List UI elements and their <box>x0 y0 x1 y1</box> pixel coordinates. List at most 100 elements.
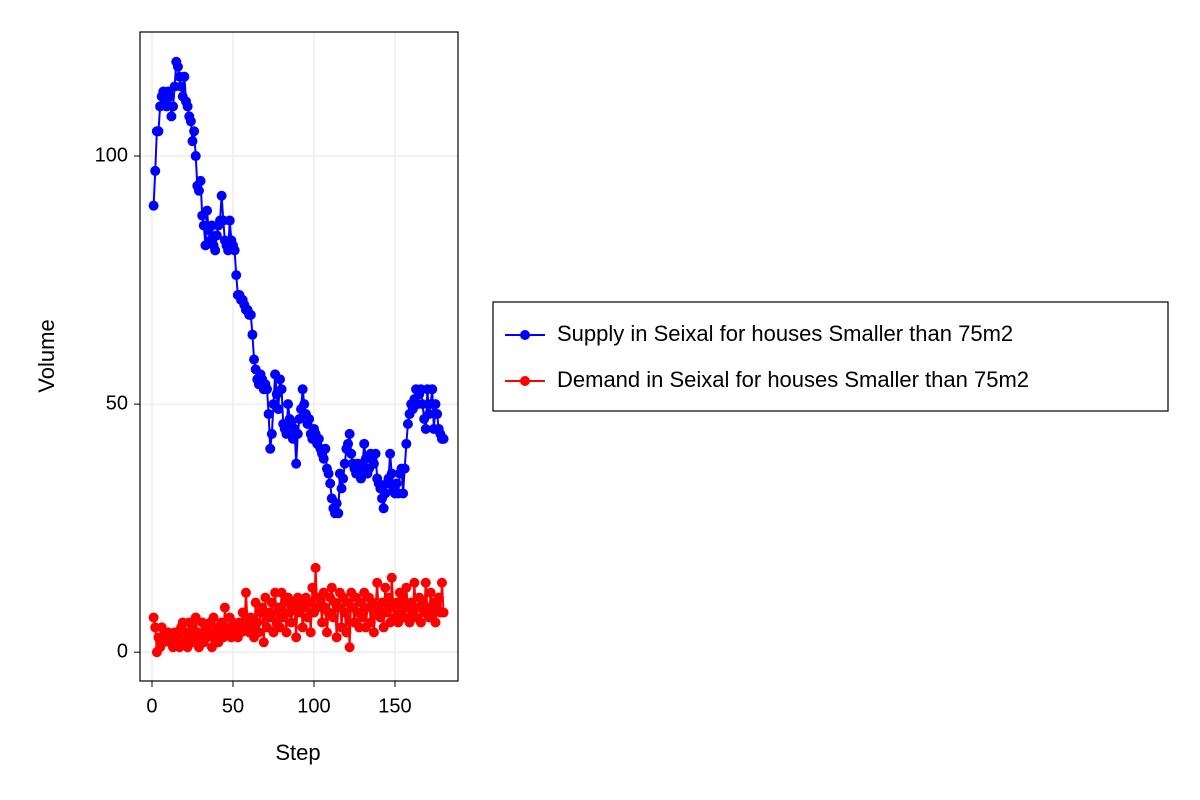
data-point <box>249 354 260 365</box>
data-point <box>283 399 294 410</box>
data-point <box>245 309 256 320</box>
data-point <box>333 508 344 519</box>
data-point <box>253 627 264 638</box>
data-point <box>427 384 438 395</box>
data-point <box>240 587 251 598</box>
data-point <box>179 71 190 82</box>
data-point <box>247 329 258 340</box>
data-point <box>237 607 248 618</box>
data-point <box>195 175 206 186</box>
data-point <box>380 582 391 593</box>
data-point <box>263 409 274 420</box>
data-point <box>265 443 276 454</box>
x-tick-label: 150 <box>378 695 411 717</box>
data-point <box>398 488 409 499</box>
data-point <box>365 617 376 628</box>
data-point <box>372 577 383 588</box>
data-point <box>310 562 321 573</box>
data-point <box>274 374 285 385</box>
data-point <box>185 116 196 127</box>
data-point <box>438 433 449 444</box>
data-point <box>383 592 394 603</box>
legend-marker <box>520 330 530 340</box>
data-point <box>317 617 328 628</box>
data-point <box>304 414 315 425</box>
data-point <box>266 428 277 439</box>
data-point <box>193 185 204 196</box>
data-point <box>417 399 428 410</box>
data-point <box>216 190 227 201</box>
data-point <box>341 627 352 638</box>
data-point <box>281 627 292 638</box>
x-tick-label: 100 <box>297 695 330 717</box>
data-point <box>357 612 368 623</box>
data-point <box>299 399 310 410</box>
x-axis-label: Step <box>275 740 320 765</box>
data-point <box>402 418 413 429</box>
data-point <box>219 602 230 613</box>
data-point <box>398 592 409 603</box>
data-point <box>291 458 302 469</box>
data-point <box>321 627 332 638</box>
data-point <box>409 577 420 588</box>
data-point <box>359 438 370 449</box>
data-point <box>304 597 315 608</box>
data-point <box>326 582 337 593</box>
data-point <box>339 607 350 618</box>
data-point <box>368 458 379 469</box>
series <box>148 562 449 658</box>
data-point <box>202 205 213 216</box>
data-point <box>148 612 159 623</box>
data-point <box>176 81 187 92</box>
data-point <box>344 642 355 653</box>
data-point <box>436 577 447 588</box>
data-point <box>210 245 221 256</box>
data-point <box>432 409 443 420</box>
data-point <box>386 468 397 479</box>
data-point <box>150 165 161 176</box>
data-point <box>172 61 183 72</box>
legend-marker <box>520 376 530 386</box>
data-point <box>297 622 308 633</box>
y-tick-label: 0 <box>117 641 128 663</box>
data-point <box>318 453 329 464</box>
legend-label: Demand in Seixal for houses Smaller than… <box>557 367 1029 392</box>
y-tick-label: 50 <box>106 392 128 414</box>
data-point <box>415 617 426 628</box>
data-point <box>208 612 219 623</box>
data-point <box>325 478 336 489</box>
data-point <box>420 577 431 588</box>
data-point <box>401 438 412 449</box>
data-point <box>313 433 324 444</box>
data-point <box>286 617 297 628</box>
data-point <box>380 488 391 499</box>
data-point <box>211 230 222 241</box>
data-point <box>424 409 435 420</box>
data-point <box>433 592 444 603</box>
legend: Supply in Seixal for houses Smaller than… <box>492 301 1169 412</box>
data-point <box>190 151 201 162</box>
data-point <box>336 483 347 494</box>
data-point <box>399 463 410 474</box>
legend-label: Supply in Seixal for houses Smaller than… <box>557 321 1013 346</box>
data-point <box>182 101 193 112</box>
data-point <box>430 399 441 410</box>
data-point <box>328 612 339 623</box>
data-point <box>370 448 381 459</box>
x-tick-label: 50 <box>222 695 244 717</box>
data-point <box>168 101 179 112</box>
data-point <box>276 384 287 395</box>
data-point <box>252 617 263 628</box>
data-point <box>307 582 318 593</box>
data-point <box>368 627 379 638</box>
data-point <box>273 404 284 415</box>
data-point <box>323 468 334 479</box>
data-point <box>231 270 242 281</box>
plot-frame <box>139 31 459 682</box>
data-point <box>148 200 159 211</box>
data-point <box>320 443 331 454</box>
data-point <box>153 126 164 137</box>
data-point <box>292 428 303 439</box>
data-point <box>378 503 389 514</box>
